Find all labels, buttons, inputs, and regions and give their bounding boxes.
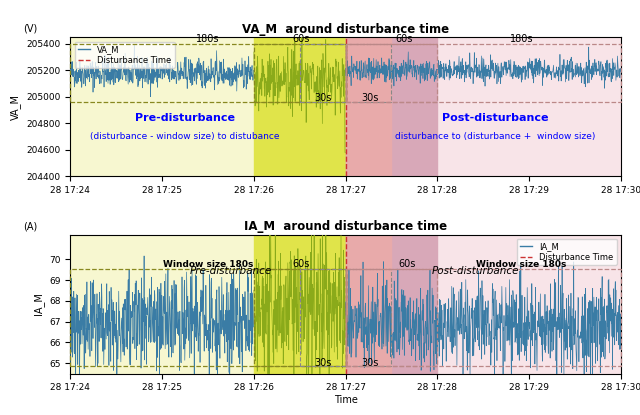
Bar bbox=[346, 234, 392, 374]
Bar bbox=[254, 269, 346, 366]
Bar bbox=[346, 44, 437, 102]
Bar bbox=[346, 269, 437, 366]
Text: 180s: 180s bbox=[196, 34, 220, 44]
Bar bbox=[254, 37, 346, 176]
Legend: IA_M, Disturbance Time: IA_M, Disturbance Time bbox=[516, 239, 616, 265]
Text: Window size 180s: Window size 180s bbox=[476, 260, 566, 269]
Bar bbox=[346, 37, 437, 176]
Text: 60s: 60s bbox=[292, 259, 310, 269]
Text: 30s: 30s bbox=[314, 93, 332, 103]
Bar bbox=[346, 234, 621, 374]
Bar bbox=[346, 44, 621, 102]
Bar bbox=[70, 44, 346, 102]
Bar bbox=[254, 44, 346, 102]
Y-axis label: IA_M: IA_M bbox=[33, 293, 44, 315]
Text: 60s: 60s bbox=[398, 259, 415, 269]
Bar bbox=[346, 234, 437, 374]
Text: (A): (A) bbox=[24, 221, 38, 231]
Title: IA_M  around disturbance time: IA_M around disturbance time bbox=[244, 220, 447, 233]
Text: Post-disturbance: Post-disturbance bbox=[442, 113, 548, 123]
Legend: VA_M, Disturbance Time: VA_M, Disturbance Time bbox=[75, 42, 175, 68]
Bar bbox=[254, 234, 346, 374]
Bar bbox=[346, 37, 621, 176]
Bar bbox=[70, 269, 346, 366]
Text: Window size 180s: Window size 180s bbox=[163, 260, 253, 269]
Bar bbox=[300, 44, 346, 102]
Bar bbox=[346, 44, 392, 102]
Bar bbox=[346, 37, 392, 176]
Y-axis label: VA_M: VA_M bbox=[10, 94, 20, 120]
Text: 30s: 30s bbox=[362, 358, 379, 368]
Bar bbox=[300, 269, 346, 366]
Text: (disturbance - window size) to distubance: (disturbance - window size) to distubanc… bbox=[90, 132, 280, 141]
Text: disturbance to (disturbance +  window size): disturbance to (disturbance + window siz… bbox=[396, 132, 596, 141]
Bar bbox=[346, 269, 392, 366]
Text: 30s: 30s bbox=[362, 93, 379, 103]
Text: 30s: 30s bbox=[314, 358, 332, 368]
Bar bbox=[70, 37, 346, 176]
Text: (V): (V) bbox=[24, 24, 38, 34]
Text: 60s: 60s bbox=[395, 34, 412, 44]
Title: VA_M  around disturbance time: VA_M around disturbance time bbox=[242, 23, 449, 36]
Text: Post-disturbance: Post-disturbance bbox=[432, 266, 519, 276]
Text: Pre-disturbance: Pre-disturbance bbox=[190, 266, 272, 276]
Text: Pre-disturbance: Pre-disturbance bbox=[135, 113, 235, 123]
X-axis label: Time: Time bbox=[333, 395, 358, 405]
Bar bbox=[346, 269, 621, 366]
Text: 180s: 180s bbox=[509, 34, 533, 44]
Text: 60s: 60s bbox=[292, 34, 310, 44]
Bar bbox=[70, 234, 346, 374]
